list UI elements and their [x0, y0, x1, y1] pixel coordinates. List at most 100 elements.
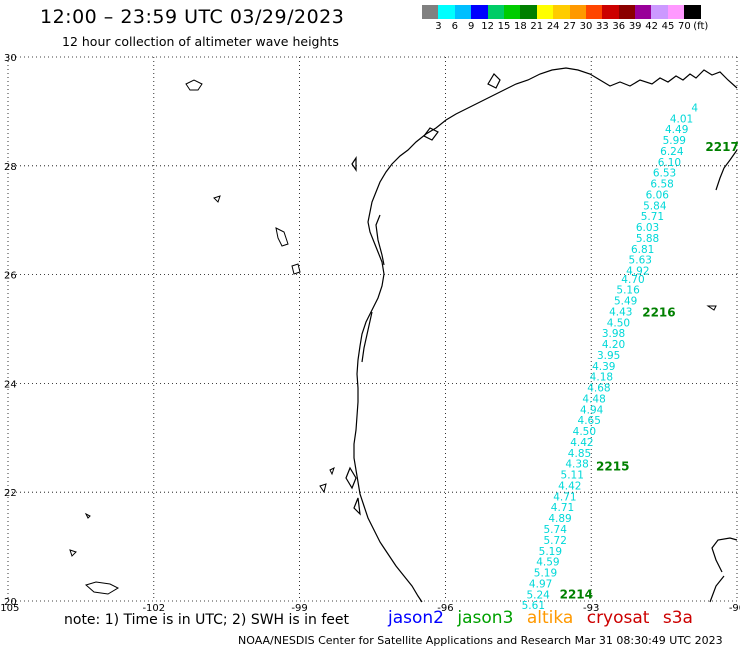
lon-tick-label: -93 [583, 603, 599, 614]
wave-height-legend: 3 6 9 12 15 18 21 24 27 30 33 36 39 42 45 70 (ft) [422, 5, 740, 35]
wave-height-reading: 6.06 [646, 189, 670, 201]
lat-tick-label: 30 [4, 53, 17, 64]
legend-swatch [618, 5, 636, 19]
legend-label: 70 [678, 21, 691, 32]
satellite-name: jason3 [457, 608, 514, 628]
legend-label: 3 [435, 21, 442, 32]
legend-label: 12 [481, 21, 494, 32]
page-subtitle: 12 hour collection of altimeter wave hei… [62, 34, 339, 49]
wave-height-reading: 4.42 [570, 437, 593, 449]
wave-height-reading: 4 [691, 102, 698, 114]
wave-height-reading: 4.42 [558, 480, 581, 492]
wave-height-reading: 4.01 [670, 113, 693, 125]
legend-swatch [684, 5, 701, 19]
wave-height-reading: 4.71 [551, 502, 574, 514]
wave-height-reading: 4.70 [621, 274, 644, 286]
wave-height-reading: 6.53 [653, 168, 676, 180]
legend-swatch [602, 5, 619, 19]
altimeter-track: 44.014.495.996.246.106.536.586.065.845.7… [522, 102, 699, 612]
wave-height-reading: 4.43 [609, 306, 632, 318]
wave-height-reading: 4.71 [553, 491, 576, 503]
lat-lon-grid [7, 56, 738, 602]
wave-height-reading: 3.95 [597, 350, 620, 362]
satellite-legend: jason2 jason3 altika cryosat s3a [388, 608, 701, 628]
wave-height-reading: 4.49 [665, 124, 688, 136]
legend-label: 42 [645, 21, 658, 32]
wave-height-reading: 5.84 [643, 200, 667, 212]
legend-swatch [471, 5, 488, 19]
pass-time-label: 2215 [596, 459, 629, 473]
legend-label: 6 [451, 21, 458, 32]
legend-label: 30 [579, 21, 593, 32]
footnote: note: 1) Time is in UTC; 2) SWH is in fe… [64, 612, 350, 628]
wave-height-reading: 6.58 [650, 179, 673, 191]
wave-height-reading: 6.10 [658, 157, 681, 169]
wave-height-reading: 4.97 [529, 578, 552, 590]
legend-swatch [536, 5, 554, 19]
legend-label: 21 [530, 21, 544, 32]
legend-label: 33 [596, 21, 609, 32]
lat-tick-label: 20 [4, 597, 17, 608]
lat-tick-label: 26 [4, 271, 17, 282]
lat-tick-label: 22 [4, 488, 17, 499]
wave-height-reading: 5.63 [629, 255, 652, 267]
axis-tick-labels: -105 -102 -99 -96 -93 -90 30 28 26 24 22 20 [0, 53, 740, 614]
wave-height-reading: 4.68 [587, 383, 610, 395]
wave-height-reading: 4.85 [568, 448, 591, 460]
legend-swatches [422, 5, 740, 19]
wave-height-reading: 4.38 [565, 459, 588, 471]
lon-tick-label: -105 [0, 603, 19, 614]
legend-swatch [585, 5, 603, 19]
wave-height-reading: 5.74 [544, 524, 568, 536]
legend-label: 39 [628, 21, 642, 32]
legend-swatch [651, 5, 668, 19]
legend-label: 36 [612, 21, 626, 32]
lon-tick-label: -96 [437, 603, 453, 614]
wave-height-reading: 4.20 [602, 339, 625, 351]
satellite-name: jason2 [388, 608, 444, 628]
credit-line: NOAA/NESDIS Center for Satellite Applica… [238, 634, 723, 647]
wave-height-reading: 4.59 [536, 557, 559, 569]
wave-height-reading: 6.81 [631, 244, 654, 256]
lon-tick-label: -99 [291, 603, 307, 614]
wave-height-reading: 4.89 [548, 513, 571, 525]
legend-swatch [503, 5, 521, 19]
legend-label: 24 [546, 21, 560, 32]
legend-swatch [635, 5, 652, 19]
legend-labels: 3 6 9 12 15 18 21 24 27 30 33 36 39 42 45 70 (ft) [422, 21, 740, 35]
legend-swatch [569, 5, 586, 19]
wave-height-reading: 5.19 [539, 546, 562, 558]
legend-swatch [438, 5, 455, 19]
wave-height-reading: 5.11 [561, 470, 584, 482]
pass-time-label: 2214 [560, 587, 593, 601]
wave-height-reading: 5.16 [616, 285, 640, 297]
legend-label: 15 [497, 21, 511, 32]
legend-swatch [454, 5, 472, 19]
track-time-labels: 2217 2216 2215 2214 [560, 140, 739, 601]
satellite-name: cryosat [586, 608, 650, 628]
legend-label: 18 [514, 21, 527, 32]
lat-tick-label: 24 [4, 379, 17, 390]
wave-height-reading: 4.65 [578, 415, 601, 427]
wave-height-reading: 5.24 [526, 589, 550, 601]
wave-height-reading: 5.49 [614, 296, 637, 308]
page-title: 12:00 – 23:59 UTC 03/29/2023 [40, 6, 345, 28]
satellite-name: s3a [662, 608, 693, 628]
lat-tick-label: 28 [4, 162, 17, 173]
legend-swatch [667, 5, 685, 19]
legend-swatch [422, 5, 439, 19]
wave-height-reading: 4.39 [592, 361, 615, 373]
wave-height-reading: 6.24 [660, 146, 684, 158]
inland-features [69, 79, 717, 595]
wave-height-reading: 4.50 [573, 426, 596, 438]
legend-label: (ft) [693, 21, 709, 32]
lon-tick-label: -90 [729, 603, 740, 614]
wave-height-reading: 5.88 [636, 233, 659, 245]
wave-height-reading: 6.03 [636, 222, 659, 234]
wave-height-reading: 5.19 [534, 568, 557, 580]
lon-tick-label: -102 [142, 603, 165, 614]
pass-time-label: 2217 [705, 140, 738, 154]
wave-height-reading: 4.94 [580, 404, 604, 416]
coastline [345, 67, 738, 603]
